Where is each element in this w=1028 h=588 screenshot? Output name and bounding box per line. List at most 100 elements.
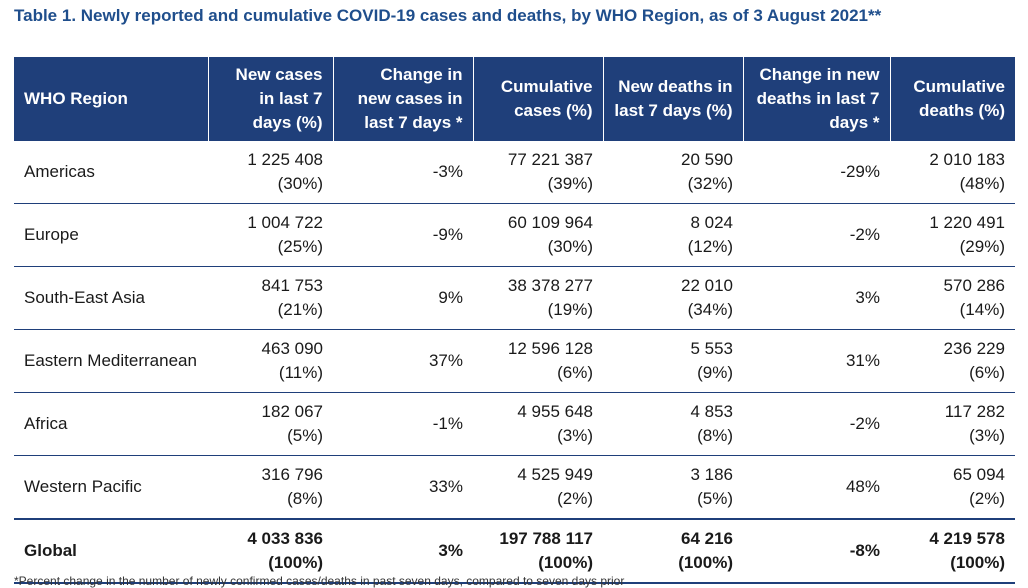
cumulative-deaths-value: 4 219 578 bbox=[929, 529, 1005, 548]
new-cases-value: 1 004 722 bbox=[247, 213, 323, 232]
header-region: WHO Region bbox=[14, 57, 209, 141]
new-cases-value: 841 753 bbox=[261, 276, 323, 295]
new-deaths-cell: 22 010 (34%) bbox=[603, 266, 743, 330]
new-deaths-value: 3 186 bbox=[690, 465, 733, 484]
region-name: Global bbox=[14, 518, 208, 584]
cumulative-deaths-percent: (2%) bbox=[969, 489, 1005, 508]
footnote: *Percent change in the number of newly c… bbox=[14, 574, 625, 588]
header-new-cases: New cases in last 7 days (%) bbox=[208, 57, 334, 141]
new-deaths-value: 20 590 bbox=[681, 150, 733, 169]
cumulative-cases-value: 12 596 128 bbox=[507, 339, 593, 358]
change-deaths-cell: -2% bbox=[743, 392, 890, 456]
new-cases-value: 463 090 bbox=[261, 339, 323, 358]
change-deaths-cell: 31% bbox=[743, 329, 890, 393]
new-deaths-value: 64 216 bbox=[681, 529, 733, 548]
cumulative-deaths-cell: 1 220 491 (29%) bbox=[890, 203, 1015, 267]
new-cases-percent: (5%) bbox=[287, 426, 323, 445]
table-row: Africa 182 067 (5%) -1% 4 955 648 (3%) 4 8… bbox=[14, 392, 1015, 456]
cumulative-cases-cell: 60 109 964 (30%) bbox=[473, 203, 603, 267]
new-deaths-cell: 5 553 (9%) bbox=[603, 329, 743, 393]
cumulative-deaths-percent: (6%) bbox=[969, 363, 1005, 382]
change-cases-cell: -9% bbox=[333, 203, 473, 267]
new-deaths-cell: 4 853 (8%) bbox=[603, 392, 743, 456]
cumulative-deaths-percent: (29%) bbox=[959, 237, 1005, 256]
cumulative-deaths-percent: (3%) bbox=[969, 426, 1005, 445]
cumulative-deaths-value: 117 282 bbox=[944, 402, 1005, 421]
header-change-deaths: Change in new deaths in last 7 days * bbox=[743, 57, 891, 141]
cumulative-cases-percent: (6%) bbox=[557, 363, 593, 382]
cumulative-deaths-value: 65 094 bbox=[953, 465, 1005, 484]
new-cases-value: 4 033 836 bbox=[247, 529, 323, 548]
header-change-cases: Change in new cases in last 7 days * bbox=[333, 57, 474, 141]
cumulative-cases-cell: 12 596 128 (6%) bbox=[473, 329, 603, 393]
cumulative-deaths-cell: 570 286 (14%) bbox=[890, 266, 1015, 330]
cumulative-cases-cell: 77 221 387 (39%) bbox=[473, 141, 603, 204]
region-name: Eastern Mediterranean bbox=[14, 329, 208, 393]
new-cases-value: 316 796 bbox=[261, 465, 323, 484]
change-deaths-cell: -2% bbox=[743, 203, 890, 267]
region-name: South-East Asia bbox=[14, 266, 208, 330]
change-cases-cell: -1% bbox=[333, 392, 473, 456]
table-row: South-East Asia 841 753 (21%) 9% 38 378 2… bbox=[14, 266, 1015, 330]
new-deaths-value: 5 553 bbox=[690, 339, 733, 358]
new-deaths-value: 4 853 bbox=[690, 402, 733, 421]
region-name: Europe bbox=[14, 203, 208, 267]
header-new-deaths: New deaths in last 7 days (%) bbox=[603, 57, 744, 141]
new-cases-percent: (21%) bbox=[277, 300, 323, 319]
new-deaths-cell: 8 024 (12%) bbox=[603, 203, 743, 267]
cumulative-deaths-value: 2 010 183 bbox=[929, 150, 1005, 169]
cumulative-cases-value: 4 955 648 bbox=[517, 402, 593, 421]
header-cumulative-deaths: Cumulative deaths (%) bbox=[890, 57, 1015, 141]
cumulative-deaths-value: 570 286 bbox=[943, 276, 1005, 295]
change-deaths-cell: 3% bbox=[743, 266, 890, 330]
new-cases-percent: (8%) bbox=[287, 489, 323, 508]
new-deaths-percent: (32%) bbox=[687, 174, 733, 193]
table-title: Table 1. Newly reported and cumulative C… bbox=[14, 6, 882, 25]
region-name: Africa bbox=[14, 392, 208, 456]
new-cases-percent: (100%) bbox=[268, 553, 323, 572]
cumulative-deaths-cell: 4 219 578 (100%) bbox=[890, 518, 1015, 584]
cumulative-cases-value: 77 221 387 bbox=[507, 150, 593, 169]
cumulative-cases-percent: (39%) bbox=[547, 174, 593, 193]
cumulative-deaths-percent: (14%) bbox=[959, 300, 1005, 319]
new-deaths-percent: (8%) bbox=[697, 426, 733, 445]
cumulative-cases-percent: (19%) bbox=[547, 300, 593, 319]
new-cases-value: 182 067 bbox=[261, 402, 323, 421]
new-cases-percent: (25%) bbox=[277, 237, 323, 256]
new-cases-value: 1 225 408 bbox=[247, 150, 323, 169]
new-deaths-percent: (9%) bbox=[697, 363, 733, 382]
change-deaths-cell: -29% bbox=[743, 141, 890, 204]
table-row: Europe 1 004 722 (25%) -9% 60 109 964 (30%… bbox=[14, 203, 1015, 267]
cumulative-deaths-value: 236 229 bbox=[943, 339, 1005, 358]
cumulative-cases-value: 60 109 964 bbox=[507, 213, 593, 232]
cumulative-cases-cell: 4 955 648 (3%) bbox=[473, 392, 603, 456]
new-cases-cell: 316 796 (8%) bbox=[208, 455, 333, 520]
global-total-row: Global 4 033 836 (100%) 3% 197 788 117 (10… bbox=[14, 518, 1015, 584]
cumulative-cases-value: 38 378 277 bbox=[507, 276, 593, 295]
new-cases-percent: (11%) bbox=[278, 363, 323, 382]
new-cases-cell: 182 067 (5%) bbox=[208, 392, 333, 456]
cumulative-cases-cell: 4 525 949 (2%) bbox=[473, 455, 603, 520]
cumulative-deaths-cell: 236 229 (6%) bbox=[890, 329, 1015, 393]
new-cases-cell: 1 225 408 (30%) bbox=[208, 141, 333, 204]
header-row: WHO Region New cases in last 7 days (%) … bbox=[14, 57, 1015, 141]
new-deaths-value: 22 010 bbox=[681, 276, 733, 295]
new-deaths-value: 8 024 bbox=[690, 213, 733, 232]
new-deaths-cell: 3 186 (5%) bbox=[603, 455, 743, 520]
new-cases-cell: 4 033 836 (100%) bbox=[208, 518, 333, 584]
change-cases-cell: 37% bbox=[333, 329, 473, 393]
table-row: Americas 1 225 408 (30%) -3% 77 221 387 (3… bbox=[14, 141, 1015, 204]
cumulative-deaths-percent: (100%) bbox=[950, 553, 1005, 572]
cumulative-deaths-value: 1 220 491 bbox=[929, 213, 1005, 232]
cumulative-cases-cell: 38 378 277 (19%) bbox=[473, 266, 603, 330]
cumulative-deaths-cell: 117 282 (3%) bbox=[890, 392, 1015, 456]
new-cases-cell: 463 090 (11%) bbox=[208, 329, 333, 393]
cumulative-cases-percent: (100%) bbox=[538, 553, 593, 572]
change-cases-cell: -3% bbox=[333, 141, 473, 204]
table-row: Western Pacific 316 796 (8%) 33% 4 525 94… bbox=[14, 455, 1015, 520]
cumulative-deaths-cell: 2 010 183 (48%) bbox=[890, 141, 1015, 204]
cumulative-cases-percent: (2%) bbox=[557, 489, 593, 508]
cumulative-cases-percent: (30%) bbox=[547, 237, 593, 256]
cumulative-cases-percent: (3%) bbox=[557, 426, 593, 445]
header-cumulative-cases: Cumulative cases (%) bbox=[473, 57, 604, 141]
